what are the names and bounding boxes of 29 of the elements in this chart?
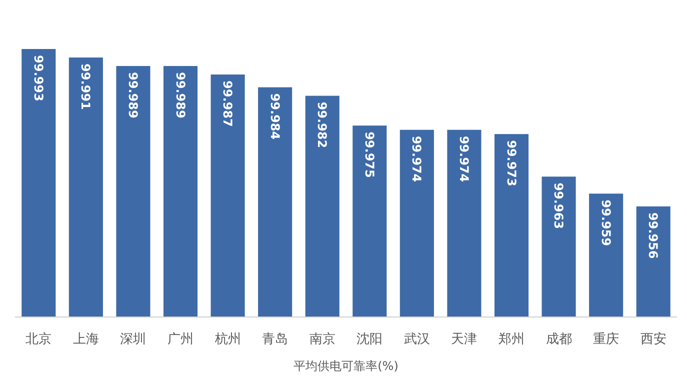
data-label: 99.973	[504, 140, 518, 186]
x-tick-label: 西安	[640, 331, 666, 347]
data-label: 99.987	[220, 80, 235, 127]
data-label: 99.959	[598, 200, 613, 246]
x-tick-label: 武汉	[404, 332, 430, 347]
data-label: 99.974	[457, 136, 472, 182]
data-label: 99.993	[31, 55, 46, 102]
data-label: 99.963	[552, 182, 566, 229]
data-label: 99.956	[646, 212, 660, 259]
x-tick-label: 上海	[72, 332, 99, 347]
data-label: 99.989	[126, 72, 140, 118]
x-tick-label: 北京	[26, 332, 52, 347]
data-label: 99.975	[362, 132, 376, 178]
x-axis-title: 平均供电可靠率(%)	[294, 359, 398, 373]
x-tick-label: 青岛	[262, 332, 288, 347]
data-label: 99.991	[78, 64, 93, 110]
x-tick-label: 天津	[451, 332, 478, 347]
data-label: 99.989	[173, 72, 188, 118]
x-tick-label: 南京	[309, 332, 336, 347]
x-tick-label: 沈阳	[356, 332, 383, 347]
data-label: 99.984	[268, 93, 282, 140]
data-label: 99.982	[315, 102, 330, 148]
x-tick-label: 深圳	[120, 332, 146, 347]
data-label: 99.974	[410, 136, 424, 182]
x-tick-label: 重庆	[593, 332, 620, 347]
x-tick-label: 成都	[546, 332, 572, 347]
x-tick-label: 郑州	[498, 332, 524, 347]
x-tick-label: 杭州	[214, 332, 241, 347]
x-tick-label: 广州	[168, 332, 194, 347]
